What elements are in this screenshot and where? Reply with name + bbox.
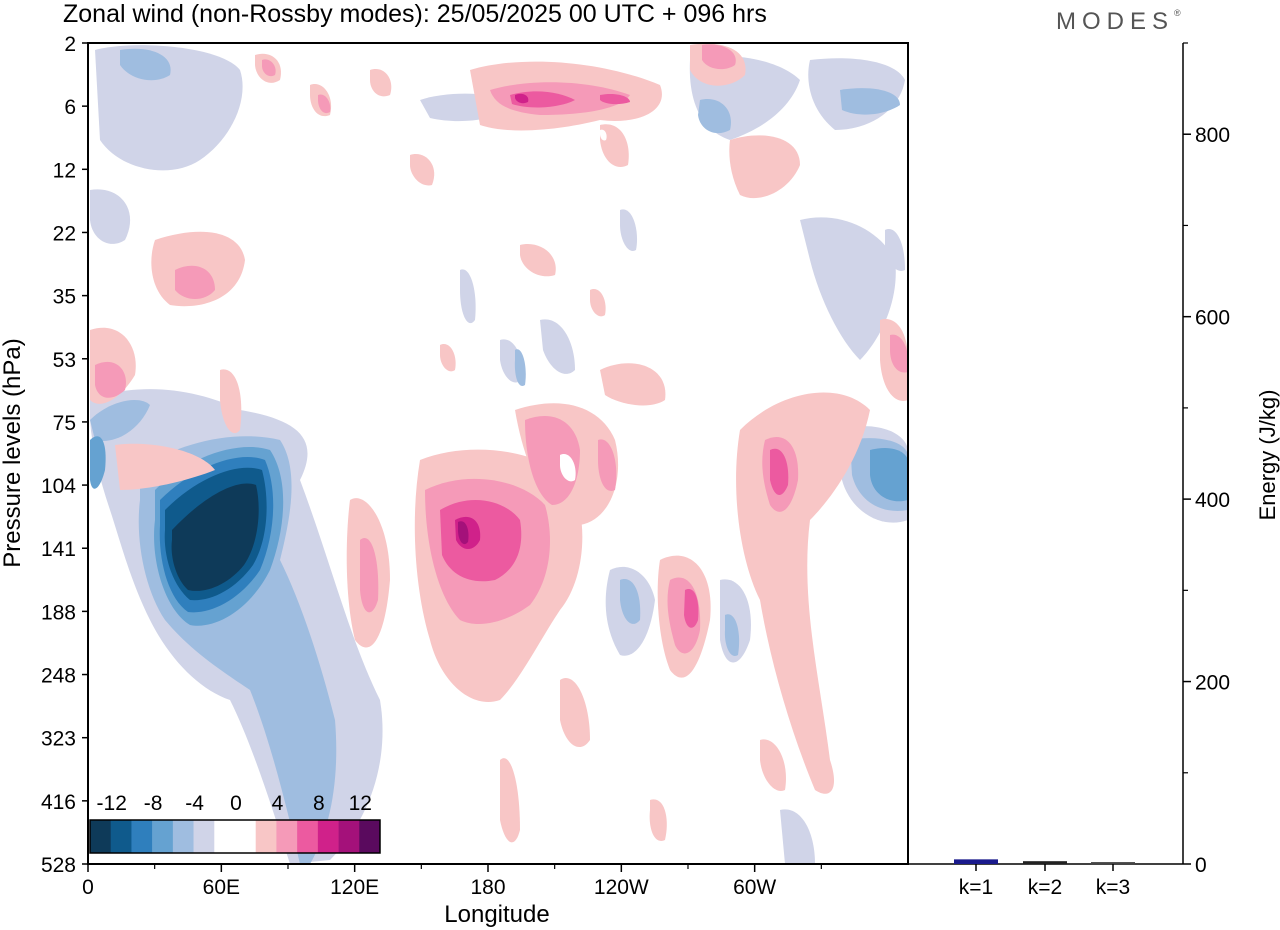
colorbar-swatch <box>152 820 174 853</box>
colorbar-swatch <box>214 820 236 853</box>
y-tick-label-35: 35 <box>53 286 76 309</box>
colorbar-swatch <box>255 820 277 853</box>
energy-panel: 0 200 400 600 800 k=1 k=2 k=3 Energy (J/kg) <box>908 42 1280 899</box>
y-tick-label-141: 141 <box>41 538 76 561</box>
y-tick-label-528: 528 <box>41 854 76 877</box>
colorbar-frame <box>89 819 381 854</box>
y-axis-label-left: Pressure levels (hPa) <box>0 338 26 567</box>
colorbar-swatch <box>297 820 319 853</box>
contours-neg-strong <box>90 436 908 626</box>
energy-bar-k=3 <box>1091 862 1135 865</box>
colorbar-swatch <box>90 820 112 853</box>
modes-logo-mark: ® <box>1174 8 1181 18</box>
contour-panel-frame <box>87 42 909 865</box>
energy-x-label-k=1: k=1 <box>959 876 993 899</box>
x-tick-label-180: 180 <box>470 876 505 899</box>
y-tick-label-2: 2 <box>64 33 76 56</box>
y-tick-label-104: 104 <box>41 475 76 498</box>
colorbar-label: -4 <box>185 792 204 815</box>
y-tick-label-248: 248 <box>41 665 76 688</box>
energy-tick-label-600: 600 <box>1195 307 1230 330</box>
modes-logo: MODES® <box>1056 8 1181 36</box>
colorbar-label: 0 <box>230 792 242 815</box>
energy-x-label-k=2: k=2 <box>1028 876 1062 899</box>
energy-bars <box>954 859 1135 865</box>
y-tick-label-416: 416 <box>41 791 76 814</box>
y-tick-label-53: 53 <box>53 349 76 372</box>
y-tick-label-75: 75 <box>53 412 76 435</box>
y-tick-label-6: 6 <box>64 96 76 119</box>
x-axis: 0 60E 120E 180 120W 60W <box>82 864 822 899</box>
energy-tick-label-200: 200 <box>1195 672 1230 695</box>
colorbar-swatch <box>276 820 298 853</box>
energy-tick-label-0: 0 <box>1195 854 1207 877</box>
x-tick-label-120W: 120W <box>594 876 649 899</box>
colorbar-swatch <box>193 820 215 853</box>
colorbar-swatch <box>359 820 381 853</box>
colorbar-swatch <box>317 820 339 853</box>
contours-pos-strong <box>440 91 789 628</box>
x-axis-label: Longitude <box>444 901 549 928</box>
contours-zero-pockets <box>560 129 607 482</box>
colorbar-swatch <box>338 820 360 853</box>
energy-bar-k=2 <box>1023 861 1067 864</box>
contour-panel: -12 -8 -4 0 4 8 12 <box>88 43 908 864</box>
x-tick-label-120E: 120E <box>330 876 379 899</box>
chart-title: Zonal wind (non-Rossby modes): 25/05/202… <box>63 0 767 28</box>
colorbar-label: -12 <box>97 792 127 815</box>
energy-x-axis: k=1 k=2 k=3 <box>959 864 1130 899</box>
colorbar-labels: -12 -8 -4 0 4 8 12 <box>97 792 372 815</box>
colorbar-swatch <box>131 820 153 853</box>
energy-tick-label-400: 400 <box>1195 489 1230 512</box>
colorbar-label: 8 <box>313 792 325 815</box>
energy-bar-k=1 <box>954 859 998 864</box>
y-tick-label-323: 323 <box>41 728 76 751</box>
x-tick-label-60W: 60W <box>733 876 776 899</box>
colorbar <box>89 819 381 854</box>
modes-logo-text: MODES <box>1056 8 1175 35</box>
y-axis-label-right: Energy (J/kg) <box>1255 390 1280 521</box>
y-axis-right: 0 200 400 600 800 <box>1183 42 1230 877</box>
y-tick-label-188: 188 <box>41 601 76 624</box>
x-tick-label-60E: 60E <box>203 876 240 899</box>
colorbar-label: -8 <box>144 792 163 815</box>
energy-x-label-k=3: k=3 <box>1096 876 1130 899</box>
y-tick-label-22: 22 <box>53 222 76 245</box>
colorbar-swatch <box>110 820 132 853</box>
colorbar-swatch <box>235 820 257 853</box>
y-tick-label-12: 12 <box>53 159 76 182</box>
y-axis-left: 2 6 12 22 35 53 75 104 141 188 248 323 416 528 <box>41 33 88 877</box>
x-tick-label-0: 0 <box>82 876 94 899</box>
colorbar-label: 4 <box>272 792 284 815</box>
colorbar-label: 12 <box>349 792 372 815</box>
colorbar-swatch <box>172 820 194 853</box>
energy-tick-label-800: 800 <box>1195 124 1230 147</box>
